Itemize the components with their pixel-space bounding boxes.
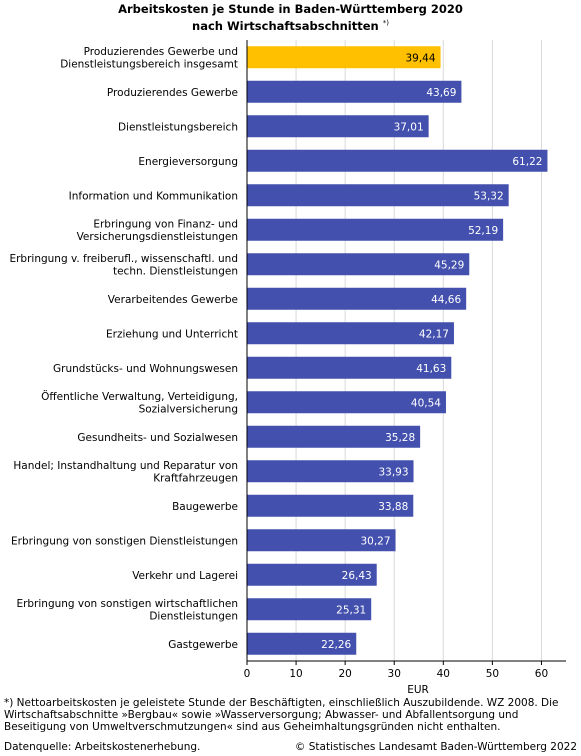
bar-chart: 0 10 20 30 40 50 60 39,44 Produzierendes Gewerbe… (9, 40, 566, 695)
chart-title-line2: nach Wirtschaftsabschnitten *) (0, 16, 581, 33)
x-tick-label: 50 (486, 668, 499, 680)
data-label: 22,26 (321, 639, 351, 651)
bar (247, 529, 396, 552)
data-label: 30,27 (360, 535, 390, 547)
bar (247, 184, 509, 207)
data-label: 45,29 (434, 259, 464, 271)
category-label: Öffentliche Verwaltung, Verteidigung, Soz… (41, 390, 238, 416)
bar (247, 253, 470, 276)
data-label: 53,32 (474, 190, 504, 202)
category-label: Erbringung v. freiberufl., wissenschaftl… (9, 253, 238, 278)
chart-title-line2-text: nach Wirtschaftsabschnitten (192, 18, 379, 33)
data-label: 39,44 (405, 52, 435, 64)
category-label: Dienstleistungsbereich (118, 121, 238, 133)
data-label: 61,22 (512, 156, 542, 168)
category-label: Produzierendes Gewerbe und Dienstleistung… (60, 46, 238, 71)
bar (247, 80, 462, 103)
data-label: 42,17 (419, 328, 449, 340)
data-label: 41,63 (416, 363, 446, 375)
x-tick-label: 0 (244, 668, 251, 680)
bar (247, 563, 377, 586)
bar (247, 115, 429, 138)
category-label: Baugewerbe (172, 501, 238, 513)
data-label: 52,19 (468, 225, 498, 237)
category-label: Verkehr und Lagerei (132, 570, 238, 582)
x-tick-label: 40 (437, 668, 450, 680)
x-axis-label: EUR (407, 684, 429, 695)
data-label: 26,43 (342, 570, 372, 582)
data-label: 40,54 (411, 397, 441, 409)
bar (247, 598, 372, 621)
x-tick-label: 30 (388, 668, 401, 680)
bar (247, 322, 454, 345)
bar (247, 356, 452, 379)
category-label: Erbringung von sonstigen wirtschaftliche… (16, 598, 238, 623)
bar (247, 494, 414, 517)
data-source: Datenquelle: Arbeitskostenerhebung. (4, 741, 201, 753)
bar (247, 632, 357, 655)
category-label: Information und Kommunikation (69, 190, 238, 202)
data-label: 33,93 (378, 466, 408, 478)
copyright: © Statistisches Landesamt Baden-Württemb… (294, 741, 577, 753)
category-label: Handel; Instandhaltung und Reparatur von… (13, 460, 238, 485)
category-label: Energieversorgung (138, 156, 238, 168)
category-label: Produzierendes Gewerbe (107, 87, 238, 99)
footnote-marker: *) (382, 19, 389, 27)
x-tick-label: 10 (289, 668, 302, 680)
category-label: Erbringung von sonstigen Dienstleistunge… (11, 535, 238, 547)
data-label: 25,31 (336, 604, 366, 616)
x-tick-label: 20 (338, 668, 351, 680)
data-label: 44,66 (431, 294, 461, 306)
category-label: Gastgewerbe (168, 639, 238, 651)
bar (247, 391, 446, 414)
data-label: 35,28 (385, 432, 415, 444)
category-label: Verarbeitendes Gewerbe (108, 294, 238, 306)
chart-title: Arbeitskosten je Stunde in Baden-Württem… (0, 2, 581, 33)
data-label: 33,88 (378, 501, 408, 513)
data-label: 37,01 (394, 121, 424, 133)
category-label: Grundstücks- und Wohnungswesen (53, 363, 238, 375)
chart-title-line1: Arbeitskosten je Stunde in Baden-Württem… (118, 2, 463, 16)
data-label: 43,69 (426, 87, 456, 99)
x-tick-label: 60 (535, 668, 548, 680)
category-label: Erbringung von Finanz- und Versicherungsd… (77, 219, 238, 244)
bar (247, 46, 441, 69)
bar (247, 149, 548, 172)
bar (247, 287, 467, 310)
category-label: Gesundheits- und Sozialwesen (77, 432, 238, 444)
bar (247, 425, 421, 448)
bar (247, 218, 504, 241)
footnote: *) Nettoarbeitskosten je geleistete Stun… (4, 697, 559, 733)
category-label: Erziehung und Unterricht (106, 328, 238, 340)
bar (247, 460, 414, 483)
